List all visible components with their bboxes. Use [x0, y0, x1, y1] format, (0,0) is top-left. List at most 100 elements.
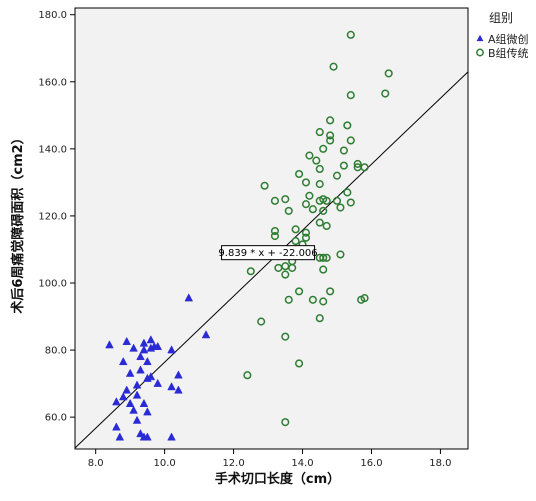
- point-group-b: [295, 359, 304, 368]
- point-group-b: [319, 265, 328, 274]
- point-group-a: [167, 382, 176, 391]
- point-group-b: [336, 203, 345, 212]
- point-group-b: [322, 221, 331, 231]
- point-group-a: [132, 380, 142, 389]
- point-group-a: [146, 372, 156, 381]
- point-group-a: [136, 365, 145, 374]
- point-group-a: [143, 407, 152, 416]
- point-group-b: [257, 317, 266, 326]
- point-group-b: [329, 62, 338, 71]
- point-group-b: [319, 206, 328, 215]
- fit-equation-label: 9.839 * x + -22.006: [218, 248, 317, 259]
- point-group-b: [291, 225, 300, 234]
- point-group-a: [139, 398, 149, 407]
- point-group-b: [288, 263, 297, 272]
- point-group-b: [308, 205, 317, 214]
- x-tick-label: 12.0: [222, 458, 244, 469]
- point-group-a: [136, 429, 145, 438]
- point-group-b: [312, 156, 321, 165]
- x-tick-label: 10.0: [153, 458, 175, 469]
- point-group-a: [122, 336, 131, 345]
- point-group-b: [291, 237, 300, 246]
- axes-group: 8.0 10.0 12.0 14.0 16.0 18.0 60.0 80.0 100.0 120.…: [38, 10, 451, 469]
- legend-entry-b: B组传统: [488, 46, 529, 60]
- point-group-b: [353, 159, 362, 168]
- point-group-b: [326, 287, 335, 296]
- point-group-b: [295, 287, 304, 296]
- legend: 组别 A组微创 B组传统: [476, 11, 529, 60]
- point-group-b: [326, 116, 335, 125]
- point-group-b: [384, 69, 393, 78]
- point-group-b: [322, 196, 331, 205]
- point-group-a: [112, 397, 121, 406]
- point-group-a: [136, 351, 145, 361]
- point-group-b: [319, 253, 328, 262]
- point-group-b: [326, 136, 335, 145]
- point-group-b: [281, 332, 290, 341]
- y-tick-label: 180.0: [38, 10, 67, 21]
- point-group-a: [125, 368, 135, 377]
- legend-title: 组别: [489, 11, 513, 25]
- point-group-b: [315, 180, 324, 189]
- plot-area: [74, 7, 469, 450]
- point-group-b: [343, 188, 352, 197]
- x-tick-label: 18.0: [429, 458, 451, 469]
- point-group-b: [343, 121, 352, 130]
- y-tick-label: 140.0: [38, 144, 67, 155]
- point-group-a: [146, 335, 156, 344]
- point-group-a: [143, 432, 152, 441]
- point-group-a: [139, 345, 149, 354]
- point-group-b: [346, 136, 355, 145]
- point-group-b: [332, 171, 342, 180]
- point-group-a: [125, 398, 135, 407]
- point-group-a: [167, 432, 176, 441]
- point-group-b: [284, 295, 293, 304]
- point-group-b: [319, 144, 328, 153]
- point-group-b: [301, 233, 311, 242]
- point-group-a: [153, 341, 163, 350]
- point-group-b: [284, 206, 293, 215]
- point-group-a: [201, 330, 211, 339]
- point-group-a: [132, 390, 142, 399]
- fit-equation-group: 9.839 * x + -22.006: [218, 245, 318, 261]
- point-group-b: [326, 131, 335, 140]
- point-group-a: [129, 405, 138, 414]
- point-group-b: [319, 297, 328, 306]
- point-group-b: [308, 295, 317, 304]
- point-group-a: [118, 392, 128, 401]
- point-group-b: [246, 267, 255, 276]
- point-group-b: [243, 371, 252, 380]
- point-group-a: [115, 432, 125, 441]
- point-group-b: [315, 128, 324, 137]
- point-group-b: [315, 314, 324, 323]
- point-group-b: [270, 226, 279, 236]
- point-group-a: [112, 422, 121, 431]
- point-group-b: [360, 163, 369, 172]
- point-group-a: [118, 356, 128, 366]
- x-tick-label: 16.0: [360, 458, 382, 469]
- point-group-a: [184, 293, 194, 302]
- point-group-b: [260, 181, 269, 190]
- point-group-b: [301, 228, 311, 237]
- y-tick-label: 100.0: [38, 278, 67, 289]
- legend-marker-circle-icon: [476, 48, 484, 57]
- y-tick-label: 120.0: [38, 211, 67, 222]
- point-group-b: [339, 146, 348, 155]
- point-group-b: [270, 196, 279, 205]
- point-group-b: [305, 151, 314, 160]
- point-group-a: [105, 340, 114, 349]
- point-group-b: [301, 178, 311, 187]
- y-tick-label: 60.0: [45, 413, 67, 424]
- point-group-b: [322, 253, 331, 262]
- point-group-a: [174, 385, 183, 394]
- point-group-b: [381, 89, 390, 98]
- point-group-b: [339, 161, 348, 170]
- point-group-a: [129, 343, 138, 352]
- point-group-b: [270, 231, 279, 241]
- y-axis-title: 术后6周痛觉障碍面积（cm2）: [10, 131, 26, 314]
- point-group-b: [281, 195, 290, 204]
- point-group-a: [143, 356, 152, 366]
- point-group-b: [281, 270, 290, 279]
- point-group-a: [167, 345, 176, 354]
- point-group-b: [315, 218, 324, 227]
